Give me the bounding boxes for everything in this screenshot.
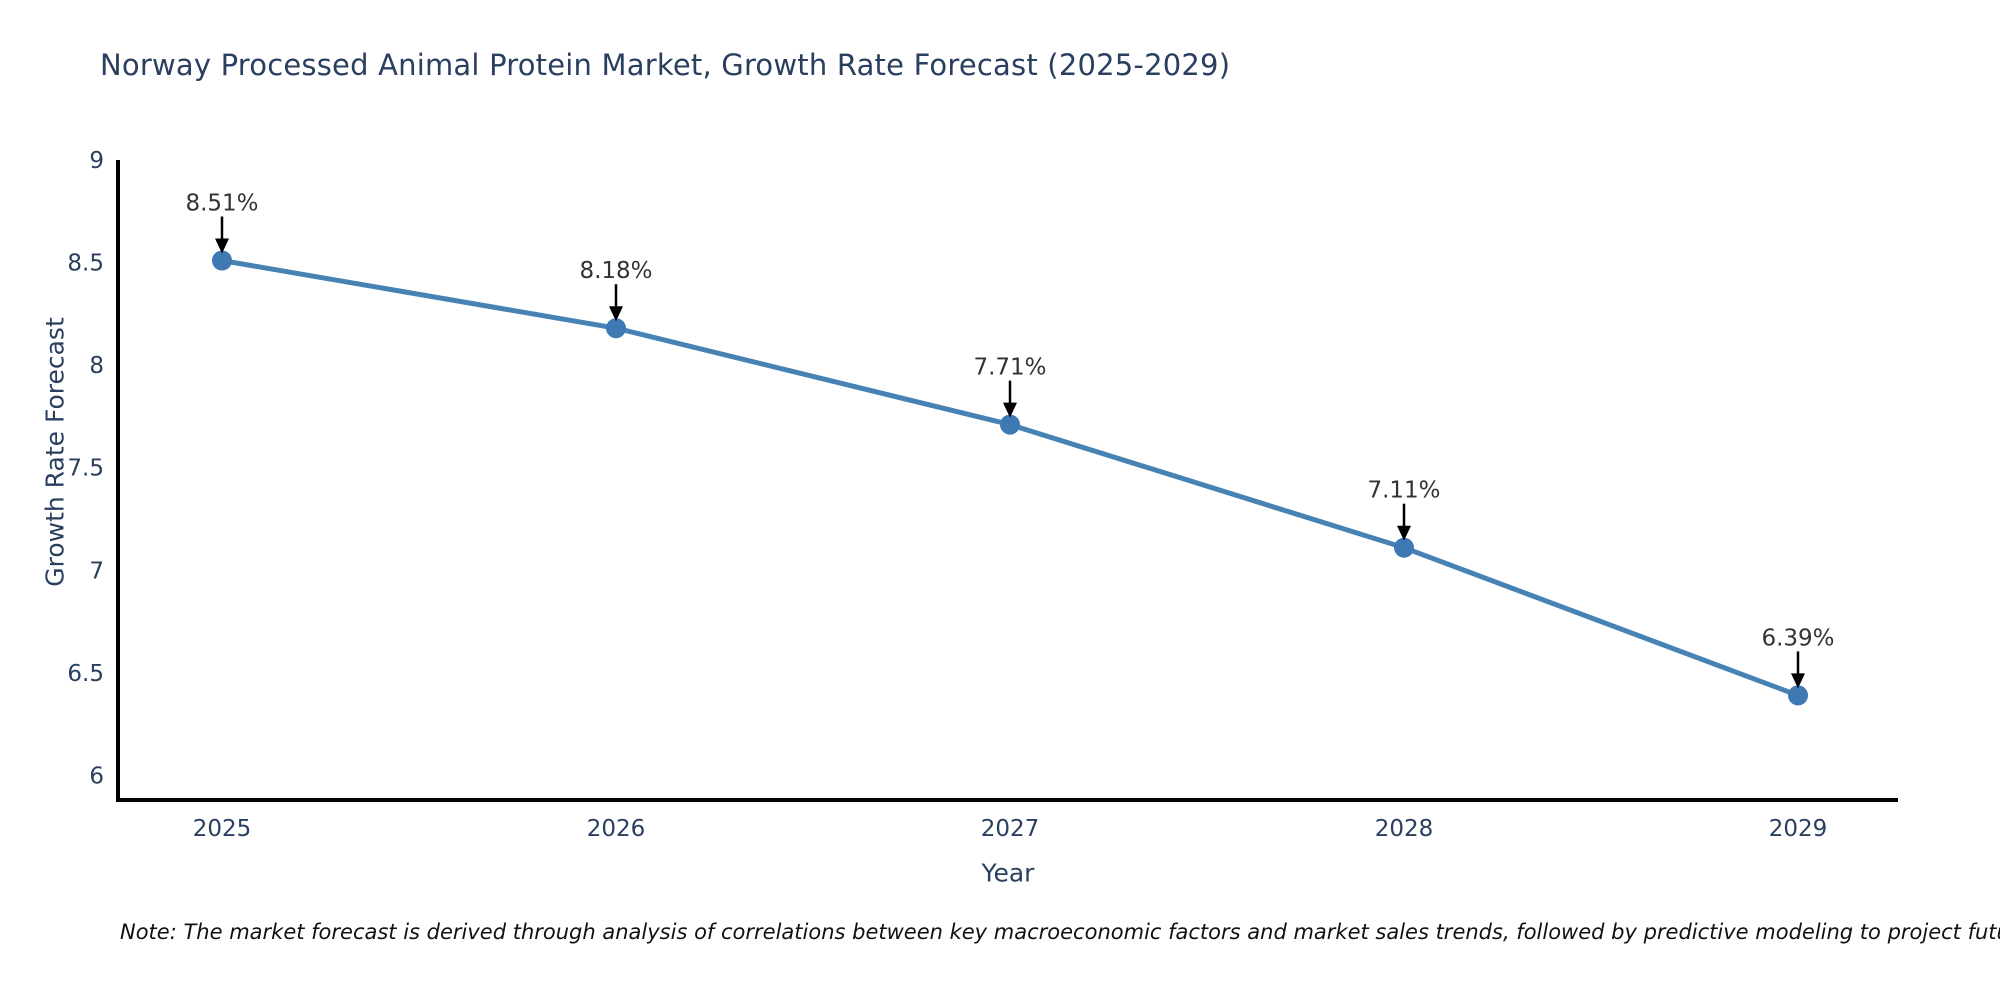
y-tick-label: 7 <box>89 558 104 584</box>
chart-title: Norway Processed Animal Protein Market, … <box>100 48 1231 82</box>
annotation-arrow-head <box>1397 525 1411 541</box>
x-tick-label: 2028 <box>1375 816 1434 842</box>
data-point-marker <box>1788 685 1808 706</box>
data-point-label: 8.18% <box>579 258 652 284</box>
annotation-arrow-head <box>215 238 229 254</box>
data-point-marker <box>1000 414 1020 435</box>
x-axis-title: Year <box>981 858 1035 888</box>
data-point-label: 6.39% <box>1761 625 1834 651</box>
y-tick-label: 6 <box>89 763 104 789</box>
data-point-label: 7.11% <box>1367 478 1440 504</box>
data-point-label: 7.71% <box>973 355 1046 381</box>
y-tick-label: 9 <box>89 148 104 174</box>
y-tick-label: 6.5 <box>67 661 104 687</box>
x-tick-label: 2026 <box>587 816 646 842</box>
y-tick-label: 8.5 <box>67 251 104 277</box>
data-point-label: 8.51% <box>185 191 258 217</box>
x-tick-label: 2027 <box>981 816 1040 842</box>
y-tick-label: 8 <box>89 353 104 379</box>
x-tick-label: 2025 <box>193 816 252 842</box>
annotation-arrow-head <box>1791 673 1805 689</box>
data-point-marker <box>1394 537 1414 558</box>
y-tick-label: 7.5 <box>67 456 104 482</box>
footnote: Note: The market forecast is derived thr… <box>120 920 2000 944</box>
data-point-marker <box>212 250 232 271</box>
x-tick-label: 2029 <box>1769 816 1828 842</box>
annotation-arrow-head <box>609 306 623 322</box>
annotation-arrow-head <box>1003 402 1017 418</box>
data-point-marker <box>606 318 626 339</box>
series-line <box>219 258 1801 698</box>
